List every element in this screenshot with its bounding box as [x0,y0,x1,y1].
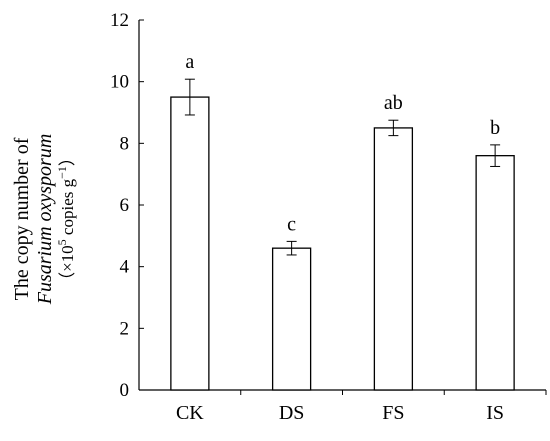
y-axis-unit-text: copies g [58,178,77,239]
y-axis-label-line1: The copy number of [11,137,33,300]
significance-label-is: b [490,117,500,139]
bar-fs [373,127,414,391]
y-tick-label: 12 [110,10,129,31]
y-tick-label: 8 [120,133,130,154]
y-axis-unit-exponent: 5 [55,239,69,245]
significance-label-ds: c [287,213,296,235]
y-tick-label: 4 [120,257,130,278]
y-axis-label-line2: Fusarium oxysporum [34,134,56,306]
significance-label-fs: ab [384,92,403,114]
significance-label-ck: a [185,51,194,73]
y-axis-unit-inverse-exponent: −1 [55,166,69,179]
x-tick-label-is: IS [486,402,504,424]
bar-is [475,155,515,391]
bar-ds [271,247,312,391]
x-tick-label-ds: DS [279,402,305,424]
y-tick-label: 6 [120,195,130,216]
x-tick-label-ck: CK [176,402,204,424]
y-axis-label: The copy number of Fusarium oxysporum （×… [11,134,77,306]
x-tick-label-fs: FS [382,402,404,424]
y-axis-unit-close: ） [58,149,77,166]
y-tick-label: 2 [120,318,130,339]
y-axis-label-line3: （×105 copies g−1） [55,149,77,289]
y-tick-label: 10 [110,72,129,93]
bar-ck [170,96,210,391]
y-tick-label: 0 [120,380,130,401]
y-axis-unit-open: （×10 [58,245,77,289]
plot-area: 0 2 4 6 8 10 12 a CK c DS ab FS b IS [110,10,547,424]
